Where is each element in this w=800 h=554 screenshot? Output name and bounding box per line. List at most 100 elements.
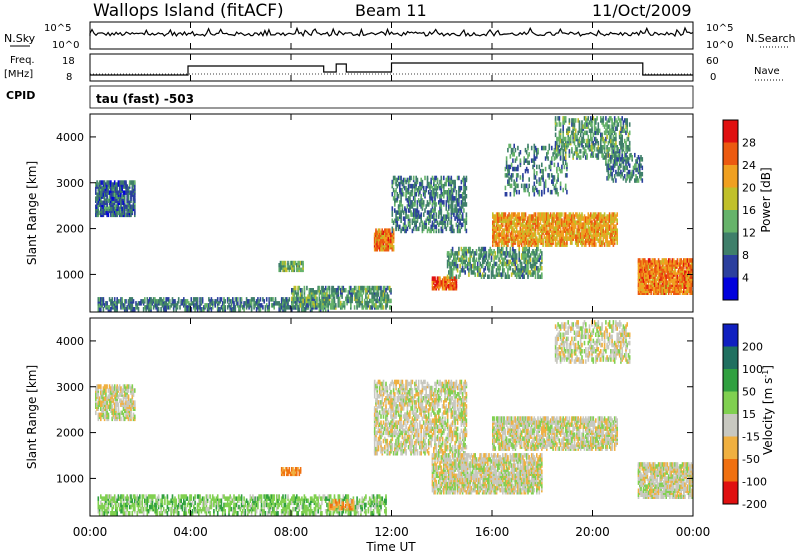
heatmap-cell bbox=[250, 297, 253, 302]
heatmap-cell bbox=[517, 164, 519, 170]
heatmap-cell bbox=[385, 303, 387, 308]
heatmap-cell bbox=[303, 285, 306, 291]
heatmap-cell bbox=[386, 303, 389, 308]
heatmap-cell bbox=[444, 222, 446, 228]
heatmap-cell bbox=[522, 173, 524, 178]
heatmap-cell bbox=[367, 300, 370, 306]
heatmap-cell bbox=[298, 260, 301, 266]
heatmap-cell bbox=[244, 301, 247, 306]
heatmap-cell bbox=[465, 185, 468, 191]
heatmap-cell bbox=[465, 220, 468, 225]
heatmap-cell bbox=[527, 143, 529, 149]
heatmap-cell bbox=[95, 212, 97, 218]
heatmap-cell bbox=[186, 299, 189, 304]
heatmap-cell bbox=[107, 305, 110, 310]
heatmap-cell bbox=[291, 303, 293, 308]
heatmap-cell bbox=[328, 285, 331, 291]
heatmap-cell bbox=[504, 185, 507, 191]
heatmap-cell bbox=[205, 303, 208, 308]
heatmap-cell bbox=[270, 303, 273, 308]
heatmap-cell bbox=[541, 255, 543, 260]
heatmap-cell bbox=[357, 292, 360, 297]
heatmap-cell bbox=[556, 140, 558, 146]
heatmap-cell bbox=[240, 297, 243, 302]
heatmap-cell bbox=[191, 301, 194, 306]
heatmap-cell bbox=[441, 228, 444, 234]
noise-tick-high: 10^5 bbox=[44, 23, 71, 34]
heatmap-cell bbox=[377, 285, 380, 291]
heatmap-cell bbox=[137, 307, 140, 312]
heatmap-cell bbox=[412, 226, 415, 232]
heatmap-cell bbox=[391, 212, 394, 217]
beam-label: Beam 11 bbox=[355, 1, 427, 20]
heatmap-cell bbox=[194, 307, 196, 312]
heatmap-cell bbox=[126, 188, 128, 193]
heatmap-cell bbox=[132, 299, 135, 304]
heatmap-cell bbox=[615, 136, 617, 142]
heatmap-cell bbox=[303, 307, 306, 312]
heatmap-cell bbox=[488, 274, 490, 279]
heatmap-cell bbox=[126, 192, 128, 197]
heatmap-cell bbox=[287, 305, 289, 310]
heatmap-cell bbox=[299, 292, 302, 297]
heatmap-cell bbox=[221, 307, 224, 312]
heatmap-cell bbox=[239, 297, 242, 302]
heatmap-cell bbox=[360, 300, 362, 306]
heatmap-cell bbox=[298, 303, 301, 308]
heatmap-cell bbox=[235, 301, 238, 306]
heatmap-cell bbox=[233, 301, 235, 306]
heatmap-cell bbox=[144, 305, 146, 310]
heatmap-cell bbox=[298, 265, 301, 270]
heatmap-cell bbox=[313, 290, 316, 295]
heatmap-cell bbox=[156, 307, 159, 312]
heatmap-cell bbox=[326, 299, 328, 304]
heatmap-cell bbox=[296, 305, 298, 310]
heatmap-cell bbox=[235, 297, 238, 302]
heatmap-cell bbox=[353, 285, 356, 291]
heatmap-cell bbox=[179, 305, 181, 310]
nave-tick-low: 0 bbox=[710, 72, 716, 83]
heatmap-cell bbox=[574, 128, 577, 133]
heatmap-cell bbox=[541, 272, 543, 277]
heatmap-cell bbox=[302, 303, 304, 308]
heatmap-cell bbox=[152, 297, 155, 302]
heatmap-cell bbox=[419, 222, 421, 228]
heatmap-cell bbox=[157, 307, 160, 312]
heatmap-cell bbox=[226, 297, 229, 302]
heatmap-cell bbox=[106, 210, 108, 216]
heatmap-cell bbox=[100, 301, 102, 306]
heatmap-cell bbox=[348, 296, 351, 302]
heatmap-cell bbox=[504, 212, 507, 217]
heatmap-cell bbox=[377, 234, 380, 240]
heatmap-cell bbox=[243, 301, 245, 306]
heatmap-cell bbox=[333, 298, 336, 304]
heatmap-cell bbox=[513, 192, 515, 197]
heatmap-cell bbox=[112, 192, 115, 197]
heatmap-cell bbox=[420, 194, 422, 199]
heatmap-cell bbox=[426, 175, 429, 181]
heatmap-cell bbox=[314, 294, 317, 299]
heatmap-cell bbox=[210, 307, 213, 312]
heatmap-cell bbox=[297, 305, 299, 310]
heatmap-cell bbox=[332, 294, 335, 299]
heatmap-cell bbox=[193, 297, 195, 302]
cpid-label: CPID bbox=[6, 89, 35, 102]
heatmap-cell bbox=[559, 181, 562, 186]
heatmap-cell bbox=[98, 303, 101, 308]
heatmap-cell bbox=[131, 180, 134, 185]
heatmap-cell bbox=[446, 274, 449, 279]
heatmap-cell bbox=[299, 288, 302, 293]
power-heatmap-cells bbox=[95, 116, 694, 312]
heatmap-cell bbox=[289, 260, 292, 266]
heatmap-cell bbox=[365, 288, 367, 293]
heatmap-cell bbox=[118, 198, 121, 203]
heatmap-cell bbox=[433, 228, 435, 234]
heatmap-cell bbox=[384, 244, 386, 250]
heatmap-cell bbox=[95, 182, 97, 187]
heatmap-cell bbox=[322, 298, 324, 304]
heatmap-cell bbox=[465, 216, 468, 221]
heatmap-cell bbox=[371, 285, 373, 291]
heatmap-cell bbox=[586, 153, 588, 158]
heatmap-cell bbox=[402, 192, 405, 197]
heatmap-cell bbox=[484, 272, 487, 277]
